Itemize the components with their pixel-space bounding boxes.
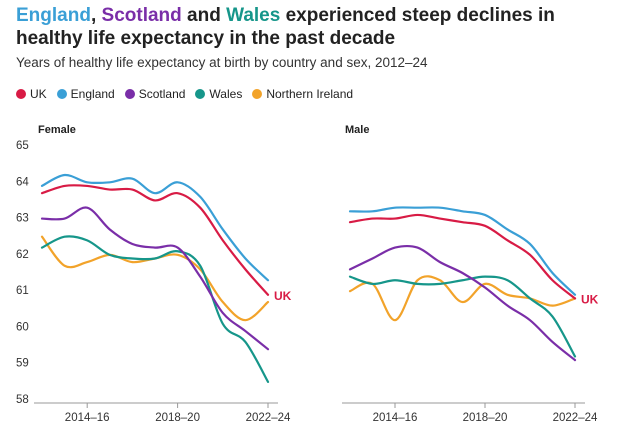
annotation: UK [581,293,599,307]
series-line [40,173,270,282]
x-tick-label: 2018–20 [155,412,200,424]
y-tick-label: 60 [16,321,29,333]
annotation: UK [274,289,292,303]
x-tick-label: 2014–16 [373,412,418,424]
x-tick-label: 2014–16 [65,412,110,424]
y-tick-label: 65 [16,140,29,152]
x-tick-label: 2022–24 [553,412,598,424]
x-tick-label: 2018–20 [463,412,508,424]
legend-item: UK [16,87,47,101]
legend-swatch [252,89,263,99]
series-line [40,235,270,322]
panel-title: Male [345,124,369,136]
series-line [348,275,577,322]
y-tick-label: 64 [16,176,29,188]
y-tick-label: 58 [16,394,29,406]
y-tick-label: 61 [16,285,29,297]
legend-label: England [70,87,115,101]
series-line [40,206,270,351]
legend-item: Northern Ireland [252,87,353,101]
y-tick-label: 59 [16,358,29,370]
title-part: and [181,5,227,26]
title-part: Wales [226,5,281,26]
title: England, Scotland and Wales experienced … [16,4,626,50]
title-part: Scotland [101,5,182,26]
legend-swatch [124,89,135,99]
series-line [348,213,577,300]
legend-label: Northern Ireland [266,87,354,101]
series-line [40,184,270,296]
legend-item: England [56,87,115,101]
title-part: experienced steep declines in healthy li… [16,5,555,49]
legend-label: UK [30,87,47,101]
x-tick-label: 2022–24 [246,412,291,424]
series-line [348,206,577,296]
series-line [348,275,577,358]
title-part: England [16,5,91,26]
title-part: , [90,5,102,26]
legend-item: Wales [195,87,242,101]
legend-swatch [195,89,206,99]
subtitle: Years of healthy life expectancy at birt… [16,55,428,70]
y-tick-label: 63 [16,213,29,225]
legend-label: Scotland [138,87,186,101]
series-line [40,235,270,383]
legend-item: Scotland [124,87,186,101]
panel-title: Female [38,124,76,136]
legend-label: Wales [209,87,243,101]
series-line [348,244,577,362]
legend: UK England Scotland Wales Northern Ireland [16,87,353,101]
legend-swatch [56,89,67,99]
y-tick-label: 62 [16,249,29,261]
legend-swatch [16,89,26,99]
